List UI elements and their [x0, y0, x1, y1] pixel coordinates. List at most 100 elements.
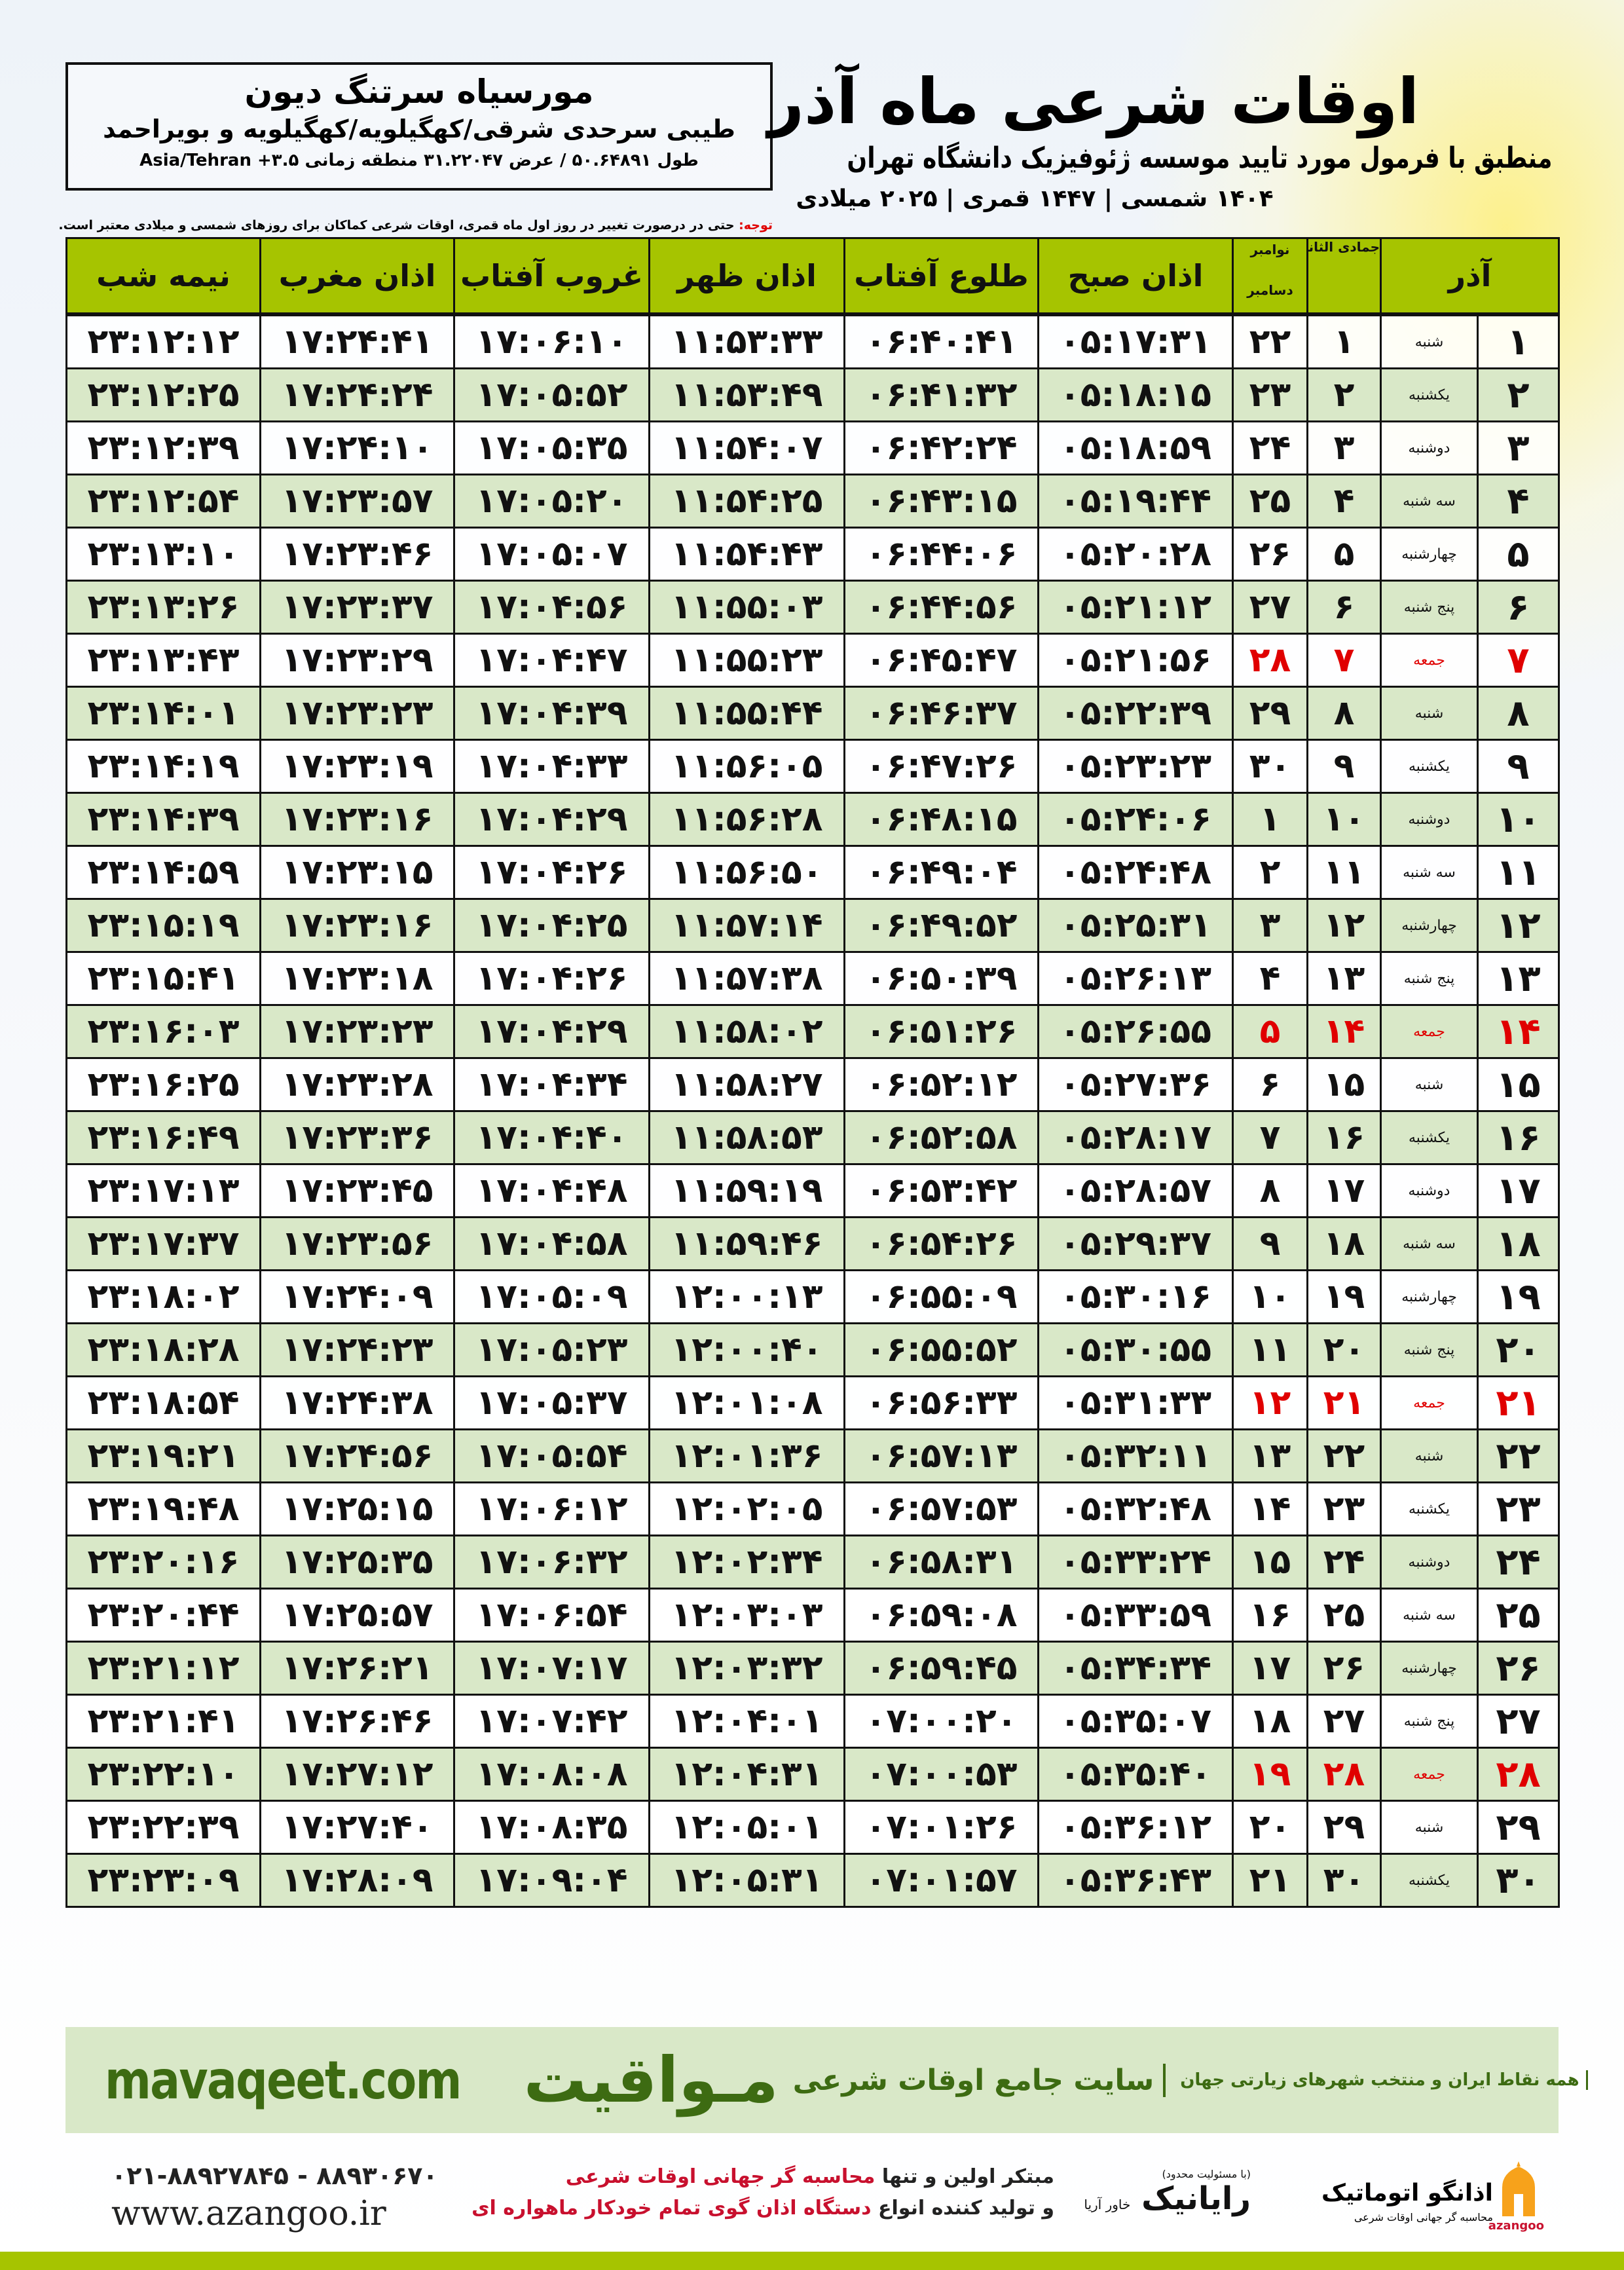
cell-sunset: ۱۷:۰۴:۲۹ — [453, 792, 650, 847]
location-region: طیبی سرحدی شرقی/کهگیلویه/کهگیلویه و بویر… — [103, 115, 735, 143]
cell-greg: ۱ — [1232, 792, 1308, 847]
cell-weekday: چهارشنبه — [1379, 527, 1479, 582]
cell-greg: ۲۱ — [1232, 1853, 1308, 1908]
table-row: ۱ شنبه ۱ ۲۲ ۰۵:۱۷:۳۱ ۰۶:۴۰:۴۱ ۱۱:۵۳:۳۳ ۱۷:۰۶:۱۰… — [65, 313, 1560, 369]
cell-hijri: ۵ — [1306, 527, 1382, 582]
promo-line1-a: مبتکر اولین و تنها — [875, 2165, 1054, 2188]
cell-dhuhr: ۱۱:۵۹:۱۹ — [648, 1163, 845, 1218]
cell-sunset: ۱۷:۰۴:۴۰ — [453, 1110, 650, 1165]
header-hijri: جمادی الثانی — [1306, 237, 1382, 316]
cell-maghrib: ۱۷:۲۶:۴۶ — [259, 1694, 455, 1749]
cell-maghrib: ۱۷:۲۳:۱۶ — [259, 898, 455, 953]
cell-dhuhr: ۱۱:۵۶:۰۵ — [648, 739, 845, 794]
cell-fajr: ۰۵:۳۳:۲۴ — [1037, 1535, 1234, 1590]
cell-midnight: ۲۳:۲۲:۳۹ — [65, 1800, 261, 1855]
cell-sunrise: ۰۷:۰۰:۲۰ — [843, 1694, 1039, 1749]
cell-fajr: ۰۵:۲۱:۱۲ — [1037, 580, 1234, 635]
cell-greg: ۱۴ — [1232, 1481, 1308, 1536]
cell-midnight: ۲۳:۱۸:۲۸ — [65, 1322, 261, 1377]
cell-day: ۳۰ — [1477, 1853, 1560, 1908]
cell-maghrib: ۱۷:۲۳:۲۹ — [259, 633, 455, 688]
cell-maghrib: ۱۷:۲۴:۵۶ — [259, 1428, 455, 1483]
cell-sunrise: ۰۷:۰۱:۵۷ — [843, 1853, 1039, 1908]
rayanik-small: (با مسئولیت محدود) — [1162, 2168, 1251, 2180]
banner-url-link[interactable]: mavaqeet.com — [105, 2049, 462, 2111]
cell-midnight: ۲۳:۱۳:۲۶ — [65, 580, 261, 635]
cell-sunrise: ۰۶:۴۸:۱۵ — [843, 792, 1039, 847]
table-row: ۲۲ شنبه ۲۲ ۱۳ ۰۵:۳۲:۱۱ ۰۶:۵۷:۱۳ ۱۲:۰۱:۳۶ ۱۷:۰۵:… — [65, 1428, 1560, 1483]
table-row: ۱۱ سه شنبه ۱۱ ۲ ۰۵:۲۴:۴۸ ۰۶:۴۹:۰۴ ۱۱:۵۶:۵۰ ۱۷:۰… — [65, 845, 1560, 900]
cell-sunset: ۱۷:۰۹:۰۴ — [453, 1853, 650, 1908]
cell-dhuhr: ۱۱:۵۳:۴۹ — [648, 367, 845, 422]
cell-fajr: ۰۵:۲۹:۳۷ — [1037, 1216, 1234, 1271]
cell-midnight: ۲۳:۲۰:۴۴ — [65, 1588, 261, 1643]
cell-maghrib: ۱۷:۲۴:۲۳ — [259, 1322, 455, 1377]
cell-day: ۱ — [1477, 313, 1560, 369]
cell-midnight: ۲۳:۱۳:۱۰ — [65, 527, 261, 582]
cell-greg: ۷ — [1232, 1110, 1308, 1165]
cell-hijri: ۳۰ — [1306, 1853, 1382, 1908]
cell-fajr: ۰۵:۱۸:۱۵ — [1037, 367, 1234, 422]
banner-subtext: همه نقاط ایران و منتخب شهرهای زیارتی جها… — [1180, 2070, 1588, 2090]
cell-hijri: ۲۲ — [1306, 1428, 1382, 1483]
cell-sunset: ۱۷:۰۶:۵۴ — [453, 1588, 650, 1643]
cell-hijri: ۱۵ — [1306, 1057, 1382, 1112]
cell-day: ۹ — [1477, 739, 1560, 794]
cell-sunset: ۱۷:۰۶:۱۰ — [453, 313, 650, 369]
header-greg-top: نوامبر — [1250, 242, 1290, 257]
table-row: ۷ جمعه ۷ ۲۸ ۰۵:۲۱:۵۶ ۰۶:۴۵:۴۷ ۱۱:۵۵:۲۳ ۱۷:۰۴:۴۷… — [65, 633, 1560, 688]
cell-day: ۱۳ — [1477, 951, 1560, 1006]
cell-dhuhr: ۱۱:۵۶:۵۰ — [648, 845, 845, 900]
cell-dhuhr: ۱۱:۵۵:۴۴ — [648, 686, 845, 741]
cell-dhuhr: ۱۲:۰۱:۰۸ — [648, 1375, 845, 1430]
promo-line1-b: محاسبه گر جهانی اوقات شرعی — [565, 2165, 876, 2188]
page-title: اوقات شرعی ماه آذر — [767, 65, 1420, 138]
cell-hijri: ۲۶ — [1306, 1641, 1382, 1696]
cell-greg: ۴ — [1232, 951, 1308, 1006]
azangoo-website-link[interactable]: www.azangoo.ir — [111, 2194, 386, 2233]
cell-weekday: دوشنبه — [1379, 792, 1479, 847]
cell-hijri: ۲۱ — [1306, 1375, 1382, 1430]
cell-hijri: ۲۹ — [1306, 1800, 1382, 1855]
cell-weekday: شنبه — [1379, 1428, 1479, 1483]
cell-midnight: ۲۳:۱۸:۰۲ — [65, 1269, 261, 1324]
table-row: ۸ شنبه ۸ ۲۹ ۰۵:۲۲:۳۹ ۰۶:۴۶:۳۷ ۱۱:۵۵:۴۴ ۱۷:۰۴:۳۹… — [65, 686, 1560, 741]
mavaqeet-banner[interactable]: mavaqeet.com مـواقیت سایت جامع اوقات شرع… — [65, 2027, 1588, 2133]
cell-fajr: ۰۵:۲۷:۳۶ — [1037, 1057, 1234, 1112]
table-row: ۳ دوشنبه ۳ ۲۴ ۰۵:۱۸:۵۹ ۰۶:۴۲:۲۴ ۱۱:۵۴:۰۷ ۱۷:۰۵:… — [65, 420, 1560, 475]
cell-greg: ۵ — [1232, 1004, 1308, 1059]
cell-sunrise: ۰۶:۵۶:۳۳ — [843, 1375, 1039, 1430]
cell-maghrib: ۱۷:۲۳:۳۶ — [259, 1110, 455, 1165]
cell-sunrise: ۰۷:۰۰:۵۳ — [843, 1747, 1039, 1802]
location-box: مورسیاه سرتنگ دیون طیبی سرحدی شرقی/کهگیل… — [65, 62, 773, 191]
cell-sunrise: ۰۶:۴۰:۴۱ — [843, 313, 1039, 369]
cell-sunset: ۱۷:۰۴:۲۹ — [453, 1004, 650, 1059]
cell-greg: ۱۰ — [1232, 1269, 1308, 1324]
cell-weekday: دوشنبه — [1379, 1535, 1479, 1590]
cell-day: ۱۸ — [1477, 1216, 1560, 1271]
table-row: ۲۸ جمعه ۲۸ ۱۹ ۰۵:۳۵:۴۰ ۰۷:۰۰:۵۳ ۱۲:۰۴:۳۱ ۱۷:۰۸:… — [65, 1747, 1560, 1802]
cell-hijri: ۲۳ — [1306, 1481, 1382, 1536]
cell-maghrib: ۱۷:۲۳:۲۳ — [259, 686, 455, 741]
cell-maghrib: ۱۷:۲۸:۰۹ — [259, 1853, 455, 1908]
cell-dhuhr: ۱۲:۰۲:۰۵ — [648, 1481, 845, 1536]
header-dhuhr: اذان ظهر — [648, 237, 845, 316]
cell-maghrib: ۱۷:۲۳:۱۶ — [259, 792, 455, 847]
cell-weekday: جمعه — [1379, 1747, 1479, 1802]
cell-sunrise: ۰۷:۰۱:۲۶ — [843, 1800, 1039, 1855]
cell-weekday: یکشنبه — [1379, 1481, 1479, 1536]
cell-fajr: ۰۵:۳۶:۱۲ — [1037, 1800, 1234, 1855]
cell-weekday: یکشنبه — [1379, 1853, 1479, 1908]
header-sunrise: طلوع آفتاب — [843, 237, 1039, 316]
cell-sunrise: ۰۶:۵۵:۵۲ — [843, 1322, 1039, 1377]
note-text: حتی در درصورت تغییر در روز اول ماه قمری،… — [58, 218, 739, 233]
cell-greg: ۱۳ — [1232, 1428, 1308, 1483]
cell-sunset: ۱۷:۰۷:۱۷ — [453, 1641, 650, 1696]
cell-greg: ۹ — [1232, 1216, 1308, 1271]
cell-midnight: ۲۳:۱۶:۲۵ — [65, 1057, 261, 1112]
cell-sunset: ۱۷:۰۸:۳۵ — [453, 1800, 650, 1855]
cell-sunrise: ۰۶:۵۴:۲۶ — [843, 1216, 1039, 1271]
cell-day: ۱۴ — [1477, 1004, 1560, 1059]
cell-maghrib: ۱۷:۲۳:۵۷ — [259, 474, 455, 529]
cell-hijri: ۴ — [1306, 474, 1382, 529]
